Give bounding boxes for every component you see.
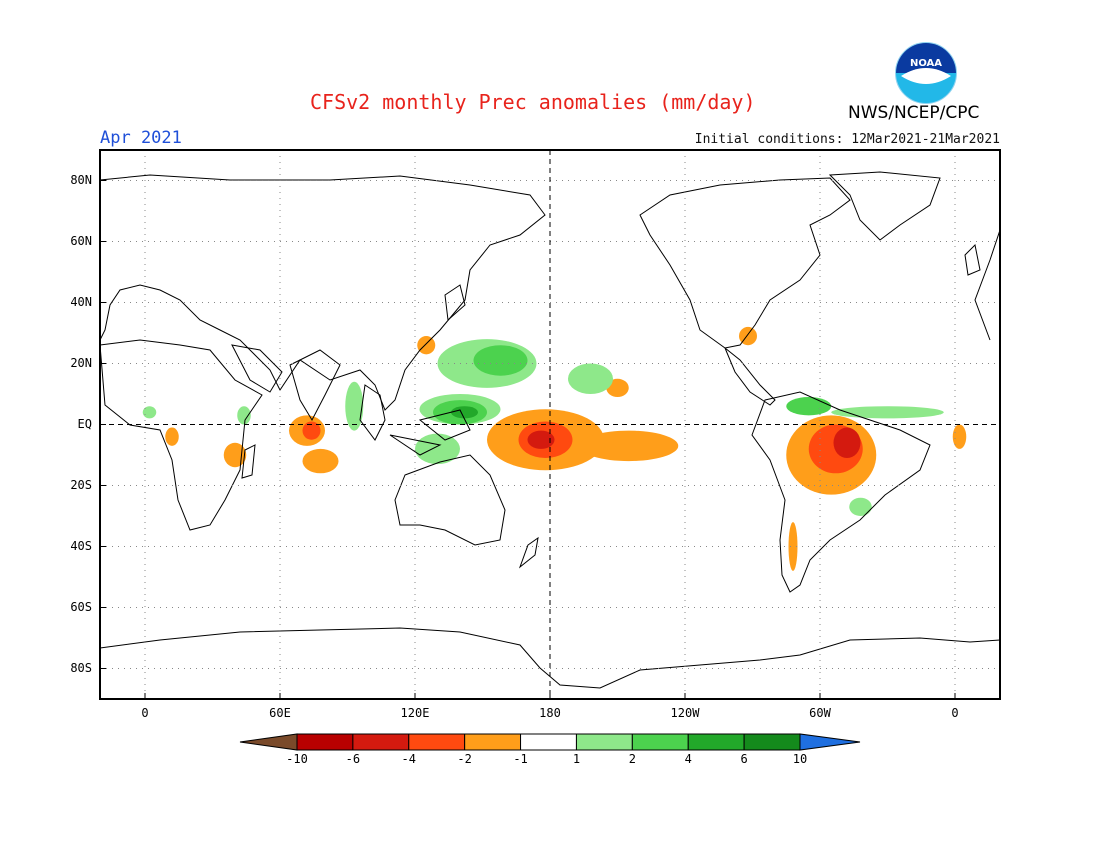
anomaly-region-16 bbox=[788, 522, 798, 571]
colorbar-label-9: 10 bbox=[792, 752, 808, 766]
colorbar-label-8: 6 bbox=[740, 752, 748, 766]
noaa-logo: NOAA bbox=[895, 42, 957, 104]
graticule bbox=[100, 150, 1000, 699]
anomaly-region-22 bbox=[451, 406, 478, 419]
lon-label-6: 0 bbox=[951, 706, 959, 720]
lat-label-8: 80S bbox=[70, 660, 92, 675]
lat-label-3: 20N bbox=[70, 355, 92, 370]
colorbar-label-3: -2 bbox=[457, 752, 472, 766]
anomaly-region-14 bbox=[417, 336, 436, 355]
forecast-month: Apr 2021 bbox=[100, 128, 182, 148]
anomaly-region-2 bbox=[527, 430, 555, 449]
anomaly-region-15 bbox=[952, 424, 967, 449]
anomaly-region-26 bbox=[786, 397, 832, 416]
colorbar-label-4: -1 bbox=[513, 752, 528, 766]
lat-label-7: 60S bbox=[70, 599, 92, 614]
agency-label: NWS/NCEP/CPC bbox=[848, 103, 980, 123]
lon-label-5: 60W bbox=[809, 706, 831, 720]
anomaly-region-3 bbox=[579, 430, 679, 462]
anomaly-region-23 bbox=[415, 433, 460, 465]
anomaly-region-6 bbox=[833, 427, 861, 459]
colorbar bbox=[239, 733, 861, 751]
anomaly-region-29 bbox=[142, 406, 157, 419]
anomaly-region-25 bbox=[831, 406, 944, 419]
lon-label-3: 180 bbox=[539, 706, 561, 720]
lat-label-5: 20S bbox=[70, 477, 92, 492]
anomaly-region-10 bbox=[223, 442, 247, 468]
coastlines bbox=[100, 171, 1000, 689]
anomaly-region-9 bbox=[302, 448, 339, 474]
lat-label-0: 80N bbox=[70, 172, 92, 187]
colorbar-label-0: -10 bbox=[286, 752, 308, 766]
noaa-logo-text: NOAA bbox=[910, 58, 942, 69]
lon-label-1: 60E bbox=[269, 706, 291, 720]
colorbar-label-1: -6 bbox=[345, 752, 361, 766]
colorbar-swatch-0 bbox=[296, 733, 354, 751]
colorbar-label-6: 2 bbox=[628, 752, 636, 766]
lat-label-2: 40N bbox=[70, 294, 92, 309]
lon-label-2: 120E bbox=[400, 706, 430, 720]
colorbar-swatch-8 bbox=[743, 733, 801, 751]
colorbar-high-arrow bbox=[799, 733, 861, 751]
colorbar-swatch-7 bbox=[687, 733, 745, 751]
map-frame bbox=[99, 149, 1001, 700]
colorbar-swatch-5 bbox=[575, 733, 633, 751]
anomaly-region-18 bbox=[473, 345, 528, 376]
colorbar-swatch-6 bbox=[631, 733, 689, 751]
colorbar-swatch-4 bbox=[520, 733, 577, 751]
lat-label-6: 40S bbox=[70, 538, 92, 553]
anomaly-region-24 bbox=[345, 381, 364, 431]
map-title: CFSv2 monthly Prec anomalies (mm/day) bbox=[310, 90, 756, 114]
colorbar-swatch-1 bbox=[352, 733, 410, 751]
lon-label-4: 120W bbox=[670, 706, 700, 720]
lat-label-1: 60N bbox=[70, 233, 92, 248]
colorbar-label-7: 4 bbox=[684, 752, 692, 766]
colorbar-label-5: 1 bbox=[572, 752, 581, 766]
initial-conditions: Initial conditions: 12Mar2021-21Mar2021 bbox=[694, 132, 1000, 147]
anomaly-region-11 bbox=[165, 427, 179, 446]
anomaly-region-8 bbox=[302, 421, 321, 440]
colorbar-swatch-3 bbox=[464, 733, 522, 751]
anomaly-region-19 bbox=[568, 363, 613, 394]
anomaly-region-27 bbox=[849, 497, 872, 516]
colorbar-swatch-2 bbox=[408, 733, 466, 751]
lat-label-4: EQ bbox=[77, 416, 92, 431]
colorbar-low-arrow bbox=[239, 733, 298, 751]
colorbar-label-2: -4 bbox=[401, 752, 416, 766]
anomaly-region-28 bbox=[237, 406, 251, 425]
lon-label-0: 0 bbox=[141, 706, 149, 720]
